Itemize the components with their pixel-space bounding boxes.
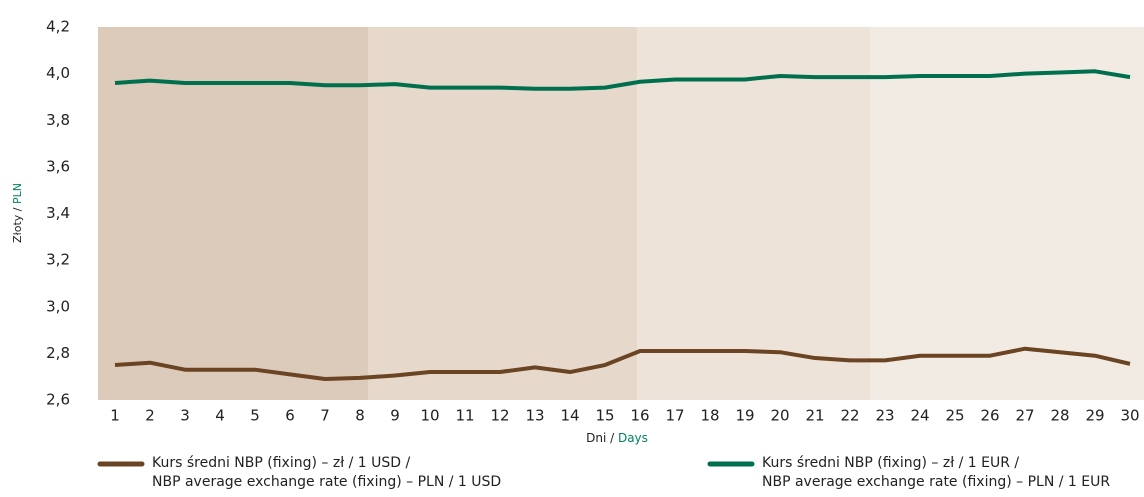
x-tick-label: 8	[355, 407, 365, 425]
series-line	[114, 69, 1131, 91]
x-tick-label: 12	[490, 407, 509, 425]
x-tick-label: 21	[805, 407, 824, 425]
x-tick-label: 3	[180, 407, 190, 425]
x-tick-label: 26	[980, 407, 999, 425]
x-tick-label: 22	[840, 407, 859, 425]
x-tick-label: 29	[1085, 407, 1104, 425]
y-tick-label: 4,0	[46, 64, 70, 82]
x-tick-label: 30	[1120, 407, 1139, 425]
x-tick-label: 2	[145, 407, 155, 425]
legend-label: NBP average exchange rate (fixing) – PLN…	[762, 474, 1110, 490]
x-tick-label: 11	[455, 407, 474, 425]
legend-label: Kurs średni NBP (fixing) – zł / 1 USD /	[152, 455, 411, 471]
x-tick-label: 19	[735, 407, 754, 425]
x-tick-label: 23	[875, 407, 894, 425]
y-label-en: PLN	[11, 183, 24, 204]
x-tick-label: 20	[770, 407, 789, 425]
x-tick-label: 18	[700, 407, 719, 425]
x-tick-label: 16	[630, 407, 649, 425]
x-tick-label: 7	[320, 407, 330, 425]
x-tick-label: 15	[595, 407, 614, 425]
y-tick-label: 2,8	[46, 344, 70, 362]
y-label-pl: Złoty /	[11, 204, 24, 243]
legend-label: NBP average exchange rate (fixing) – PLN…	[152, 474, 501, 490]
series-line	[114, 346, 1131, 382]
x-tick-label: 28	[1050, 407, 1069, 425]
y-tick-label: 3,6	[46, 157, 70, 175]
x-tick-label: 13	[525, 407, 544, 425]
band	[870, 27, 1144, 400]
y-axis-label: Złoty / PLN	[11, 183, 24, 243]
x-tick-label: 17	[665, 407, 684, 425]
x-label-en: Days	[618, 431, 648, 445]
y-tick-label: 4,2	[46, 18, 70, 36]
y-tick-label: 3,4	[46, 204, 70, 222]
x-label-pl: Dni /	[586, 431, 618, 445]
y-tick-label: 3,2	[46, 251, 70, 269]
x-tick-label: 6	[285, 407, 295, 425]
band	[637, 27, 870, 400]
x-tick-label: 24	[910, 407, 929, 425]
x-tick-label: 14	[560, 407, 579, 425]
y-tick-label: 2,6	[46, 391, 70, 409]
x-tick-label: 10	[420, 407, 439, 425]
x-tick-label: 1	[110, 407, 120, 425]
x-tick-label: 27	[1015, 407, 1034, 425]
band	[98, 27, 368, 400]
y-tick-label: 3,8	[46, 111, 70, 129]
band	[368, 27, 637, 400]
x-tick-label: 4	[215, 407, 225, 425]
x-tick-label: 25	[945, 407, 964, 425]
y-tick-label: 3,0	[46, 297, 70, 315]
legend-label: Kurs średni NBP (fixing) – zł / 1 EUR /	[762, 455, 1019, 471]
x-axis-label: Dni / Days	[586, 431, 648, 445]
x-tick-label: 5	[250, 407, 260, 425]
x-tick-label: 9	[390, 407, 400, 425]
